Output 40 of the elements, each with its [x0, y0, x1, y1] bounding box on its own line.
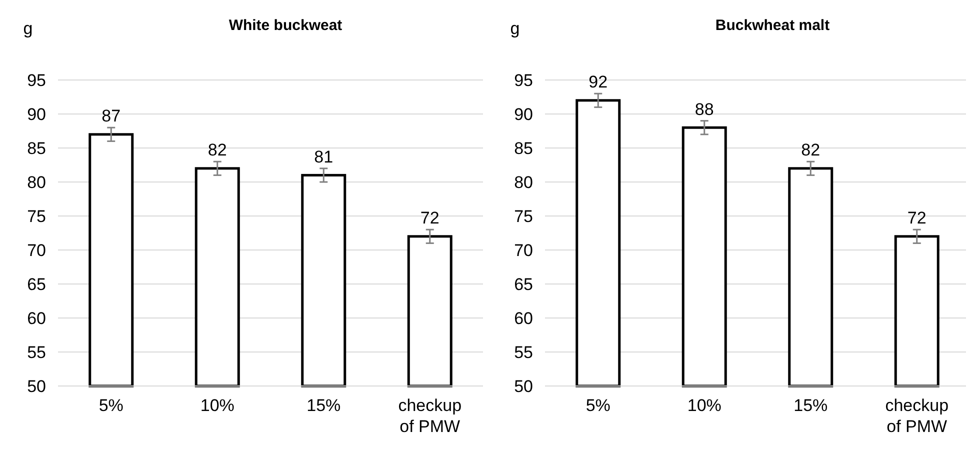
data-label: 88 [694, 100, 714, 119]
y-tick-label: 85 [514, 138, 533, 158]
y-tick-label: 65 [514, 274, 533, 294]
y-tick-label: 50 [514, 376, 533, 396]
x-tick-label: 15% [306, 396, 341, 415]
y-tick-label: 95 [514, 70, 533, 90]
y-tick-label: 80 [514, 172, 533, 192]
y-tick-label: 65 [27, 274, 46, 294]
y-tick-label: 55 [514, 342, 533, 362]
data-label: 87 [102, 106, 121, 126]
y-tick-label: 70 [27, 240, 46, 260]
x-tick-label: 10% [200, 396, 234, 415]
x-tick-label: 5% [586, 396, 610, 415]
y-tick-label: 75 [27, 206, 46, 226]
y-tick-label: 95 [27, 70, 46, 90]
y-tick-label: 50 [27, 376, 46, 396]
y-tick-label: 80 [27, 172, 46, 192]
x-tick-label: checkup of PMW [885, 396, 949, 436]
y-tick-label: 85 [27, 138, 46, 158]
x-tick-label: 10% [687, 396, 722, 415]
data-label: 92 [588, 72, 608, 92]
x-tick-label: 5% [98, 396, 124, 415]
y-tick-label: 90 [514, 104, 533, 124]
x-tick-label: 15% [794, 396, 828, 415]
data-label: 72 [907, 208, 926, 228]
y-tick-label: 60 [514, 308, 533, 328]
y-axis-title: g [510, 19, 520, 38]
y-tick-label: 75 [514, 206, 533, 226]
y-axis-title: g [23, 19, 33, 38]
x-tick-label: checkup of PMW [398, 396, 462, 436]
data-label: 82 [208, 140, 227, 160]
data-label: 81 [314, 147, 334, 166]
chart-title: Buckwheat malt [715, 17, 830, 34]
y-tick-label: 70 [514, 240, 533, 260]
y-tick-label: 90 [27, 104, 46, 124]
data-label: 82 [801, 140, 820, 160]
data-label: 72 [420, 208, 440, 228]
chart-title: White buckweat [228, 17, 342, 34]
y-tick-label: 55 [27, 342, 46, 362]
y-tick-label: 60 [27, 308, 46, 328]
